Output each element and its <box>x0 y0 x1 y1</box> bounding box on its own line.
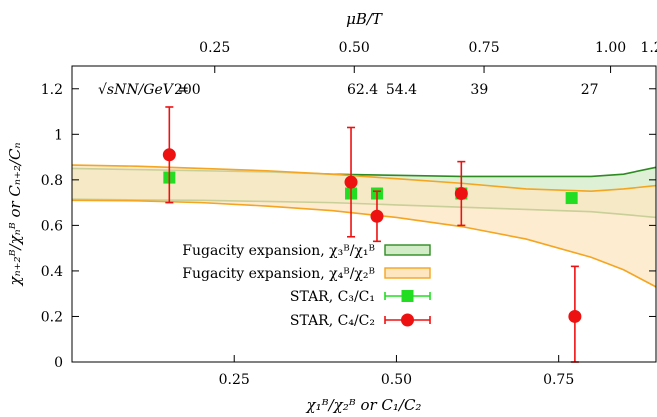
c4c2-point-2 <box>370 209 384 223</box>
top-axis-title: μB/T <box>346 10 383 28</box>
y-tick-label-3: 0.6 <box>41 218 63 234</box>
top-tick-label-1: 0.50 <box>339 40 370 56</box>
top-tick-label-4: 1.25 <box>640 40 657 56</box>
x-tick-label-2: 0.75 <box>543 372 574 388</box>
y-tick-label-4: 0.8 <box>41 173 63 189</box>
energy-annotations: √sNN/GeV = 200 62.4 54.4 39 27 <box>98 82 599 98</box>
x-tick-label-1: 0.50 <box>381 372 412 388</box>
band-upper-1 <box>71 164 657 193</box>
plot-frame <box>71 65 657 363</box>
legend-marker-2 <box>401 290 414 302</box>
y-tick-label-5: 1 <box>54 127 63 143</box>
ticks-layer: 0.25 0.50 0.75 0 0.2 0.4 0.6 0.8 1 1.2 0.25 0.50 0.7… <box>41 40 657 388</box>
energy-value-0: 200 <box>174 82 201 98</box>
legend-marker-3 <box>401 313 414 327</box>
legend-label-2: STAR, C₃/C₁ <box>290 289 375 305</box>
top-tick-label-3: 1.00 <box>595 40 626 56</box>
c4c2-point-1 <box>344 175 358 189</box>
legend-swatch-0 <box>384 244 431 256</box>
y-tick-label-6: 1.2 <box>41 82 63 98</box>
y-tick-label-0: 0 <box>54 355 63 371</box>
energy-value-2: 54.4 <box>386 82 417 98</box>
band-lower-1 <box>71 199 657 288</box>
y-axis-title: χₙ₊₂ᴮ/χₙᴮ or Cₙ₊₂/Cₙ <box>6 142 24 286</box>
c4c2-point-3 <box>454 187 468 201</box>
x-axis-title: χ₁ᴮ/χ₂ᴮ or C₁/C₂ <box>306 396 422 414</box>
energy-value-3: 39 <box>470 82 488 98</box>
c4c2-point-0 <box>162 148 176 162</box>
points-layer <box>162 106 582 363</box>
band-fill-1 <box>72 165 656 287</box>
y-tick-label-1: 0.2 <box>41 309 63 325</box>
legend: Fugacity expansion, χ₃ᴮ/χ₁ᴮ Fugacity expa… <box>182 243 431 329</box>
x-tick-label-0: 0.25 <box>219 372 250 388</box>
top-tick-label-2: 0.75 <box>468 40 499 56</box>
energy-label: √sNN/GeV = <box>98 82 189 98</box>
energy-value-4: 27 <box>581 82 599 98</box>
c3c1-point-4 <box>565 192 578 205</box>
y-tick-label-2: 0.4 <box>41 264 63 280</box>
energy-value-1: 62.4 <box>347 82 378 98</box>
legend-swatch-1 <box>384 267 431 279</box>
c4c2-point-4 <box>568 309 582 323</box>
legend-label-3: STAR, C₄/C₂ <box>290 313 375 329</box>
top-tick-label-0: 0.25 <box>199 40 230 56</box>
legend-label-1: Fugacity expansion, χ₄ᴮ/χ₂ᴮ <box>182 266 375 282</box>
legend-label-0: Fugacity expansion, χ₃ᴮ/χ₁ᴮ <box>182 243 375 259</box>
bands-layer <box>71 164 657 288</box>
